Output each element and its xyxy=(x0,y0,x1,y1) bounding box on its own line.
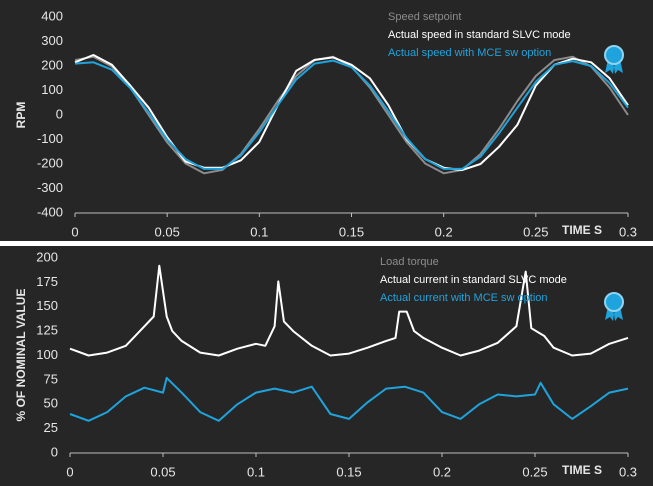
y-tick-label: 0 xyxy=(51,444,58,459)
y-tick-label: 100 xyxy=(41,82,63,97)
y-tick-label: -400 xyxy=(37,204,63,219)
y-tick-label: 0 xyxy=(56,106,63,121)
legend-entry: Actual current with MCE sw option xyxy=(380,292,548,304)
ribbon-icon xyxy=(604,45,624,74)
y-tick-label: 200 xyxy=(36,249,58,264)
y-axis-title: % OF NOMINAL VALUE xyxy=(14,289,28,422)
y-tick-label: 200 xyxy=(41,57,63,72)
x-axis-title: TIME S xyxy=(562,463,602,477)
y-tick-label: -100 xyxy=(37,131,63,146)
ribbon-icon xyxy=(604,292,624,321)
x-tick-label: 0 xyxy=(71,224,78,239)
top-panel xyxy=(0,0,653,241)
x-tick-label: 0.05 xyxy=(155,224,180,239)
x-tick-label: 0.15 xyxy=(336,464,361,479)
x-tick-label: 0.3 xyxy=(619,224,637,239)
legend-entry: Speed setpoint xyxy=(388,11,461,23)
x-tick-label: 0.05 xyxy=(150,464,175,479)
series-line xyxy=(74,54,629,172)
x-tick-label: 0 xyxy=(66,464,73,479)
legend-entry: Load torque xyxy=(380,256,439,268)
y-tick-label: 75 xyxy=(44,371,58,386)
legend-entry: Actual speed with MCE sw option xyxy=(388,47,551,59)
x-axis-title: TIME S xyxy=(562,223,602,237)
x-tick-label: 0.2 xyxy=(435,224,453,239)
x-tick-label: 0.3 xyxy=(619,464,637,479)
series-line xyxy=(69,264,629,357)
y-tick-label: 100 xyxy=(36,347,58,362)
y-axis-title: RPM xyxy=(14,102,28,129)
y-tick-label: 300 xyxy=(41,33,63,48)
y-tick-label: 175 xyxy=(36,274,58,289)
x-tick-label: 0.15 xyxy=(339,224,364,239)
legend-entry: Actual current in standard SLVC mode xyxy=(380,274,567,286)
y-tick-label: -300 xyxy=(37,180,63,195)
bottom-panel xyxy=(0,246,653,486)
x-tick-label: 0.25 xyxy=(523,224,548,239)
y-tick-label: -200 xyxy=(37,155,63,170)
series-line xyxy=(74,59,629,170)
x-tick-label: 0.1 xyxy=(250,224,268,239)
y-tick-label: 150 xyxy=(36,298,58,313)
x-tick-label: 0.1 xyxy=(247,464,265,479)
x-tick-label: 0.2 xyxy=(433,464,451,479)
y-tick-label: 400 xyxy=(41,8,63,23)
series-line xyxy=(69,376,629,422)
y-tick-label: 125 xyxy=(36,323,58,338)
x-tick-label: 0.25 xyxy=(522,464,547,479)
legend-entry: Actual speed in standard SLVC mode xyxy=(388,29,571,41)
y-tick-label: 50 xyxy=(44,396,58,411)
y-tick-label: 25 xyxy=(44,420,58,435)
